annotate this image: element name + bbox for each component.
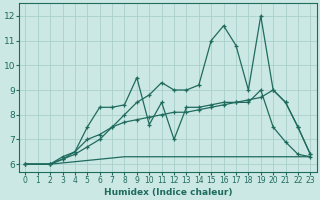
X-axis label: Humidex (Indice chaleur): Humidex (Indice chaleur) (104, 188, 232, 197)
